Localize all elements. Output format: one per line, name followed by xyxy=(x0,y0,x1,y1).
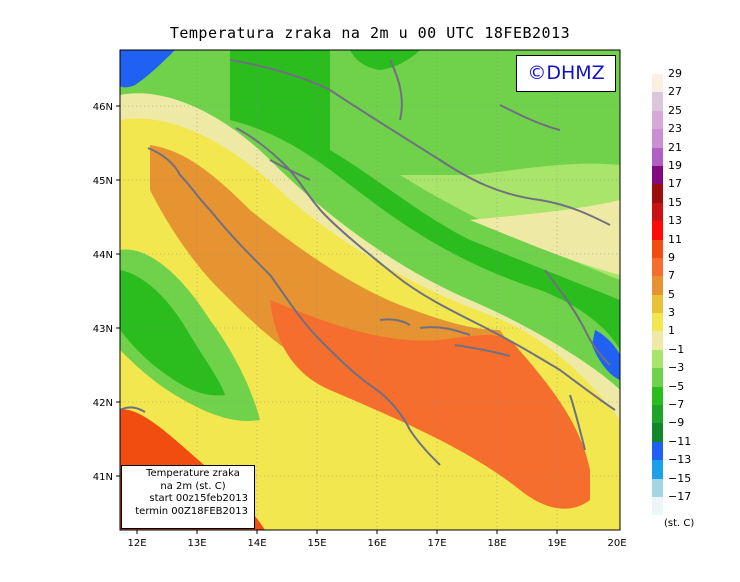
legend-label: 21 xyxy=(668,140,682,154)
lon-label: 20E xyxy=(607,538,626,549)
temperature-field xyxy=(120,50,620,530)
lon-label: 17E xyxy=(427,538,446,549)
lat-label: 44N xyxy=(93,250,113,261)
legend-label: −11 xyxy=(668,434,692,448)
legend-label: 13 xyxy=(668,214,682,228)
legend-label: 9 xyxy=(668,250,675,264)
lat-label: 46N xyxy=(93,102,113,113)
lat-label: 42N xyxy=(93,398,113,409)
legend-swatch xyxy=(652,221,663,240)
legend-swatch xyxy=(652,276,663,295)
lon-label: 18E xyxy=(487,538,506,549)
legend-label: 29 xyxy=(668,67,682,80)
lon-label: 16E xyxy=(367,538,386,549)
legend-label: 7 xyxy=(668,269,675,283)
legend-swatch xyxy=(652,92,663,111)
info-line: na 2m (st. C) xyxy=(160,480,226,492)
legend-label: 5 xyxy=(668,287,675,301)
legend-label: 1 xyxy=(668,324,675,338)
legend-label: 19 xyxy=(668,158,682,172)
legend-swatch xyxy=(652,239,663,258)
graticule xyxy=(120,50,620,530)
dhmz-credit-logo: ©DHMZ xyxy=(516,55,616,92)
info-line: termin 00Z18FEB2013 xyxy=(135,505,248,517)
lat-label: 41N xyxy=(93,472,113,483)
legend-units: (st. C) xyxy=(664,518,695,529)
legend-swatch xyxy=(652,368,663,387)
legend-swatch xyxy=(652,257,663,277)
legend-swatch xyxy=(652,496,663,516)
legend-label: −9 xyxy=(668,416,685,430)
legend-label: −5 xyxy=(668,379,685,393)
legend-swatch xyxy=(652,441,663,461)
legend-swatch xyxy=(652,294,663,314)
legend-swatch xyxy=(652,313,663,332)
legend-swatch xyxy=(652,147,663,166)
lon-label: 19E xyxy=(547,538,566,549)
legend-swatch xyxy=(652,165,663,185)
legend-swatch xyxy=(652,386,663,406)
legend-label: −13 xyxy=(668,453,692,467)
plot-frame xyxy=(119,49,621,531)
lon-label: 12E xyxy=(127,538,146,549)
run-info-box: Temperature zraka na 2m (st. C) start 00… xyxy=(121,465,255,529)
legend-swatch xyxy=(652,331,663,350)
legend-swatch xyxy=(652,129,663,148)
legend-label: −17 xyxy=(668,489,692,503)
legend-label: 25 xyxy=(668,103,682,117)
legend-label: 11 xyxy=(668,232,682,246)
legend-swatch xyxy=(652,202,663,222)
legend-label: 23 xyxy=(668,122,682,136)
info-line: Temperature zraka xyxy=(146,468,240,479)
lat-label: 43N xyxy=(93,324,113,335)
legend-swatch xyxy=(652,423,663,442)
legend-swatch xyxy=(652,405,663,424)
lon-label: 14E xyxy=(247,538,266,549)
legend-label: −15 xyxy=(668,471,692,485)
legend-label: −1 xyxy=(668,342,685,356)
lat-label: 45N xyxy=(93,176,113,187)
info-line: start 00z15feb2013 xyxy=(149,493,248,504)
legend-swatch xyxy=(652,460,663,479)
map-title: Temperatura zraka na 2m u 00 UTC 18FEB20… xyxy=(169,24,571,42)
legend-swatch xyxy=(652,349,663,369)
legend-label: 15 xyxy=(668,195,682,209)
coastlines xyxy=(120,59,616,466)
legend-swatch xyxy=(652,184,663,203)
legend-swatch xyxy=(652,74,663,93)
legend-label: −3 xyxy=(668,361,685,375)
lon-label: 13E xyxy=(187,538,206,549)
legend-label: 17 xyxy=(668,177,682,191)
legend-label: −7 xyxy=(668,398,685,412)
legend-swatch xyxy=(652,110,663,130)
lon-label: 15E xyxy=(307,538,326,549)
legend-swatch xyxy=(652,478,663,497)
legend-label: 3 xyxy=(668,306,675,320)
legend-label: 27 xyxy=(668,85,682,99)
